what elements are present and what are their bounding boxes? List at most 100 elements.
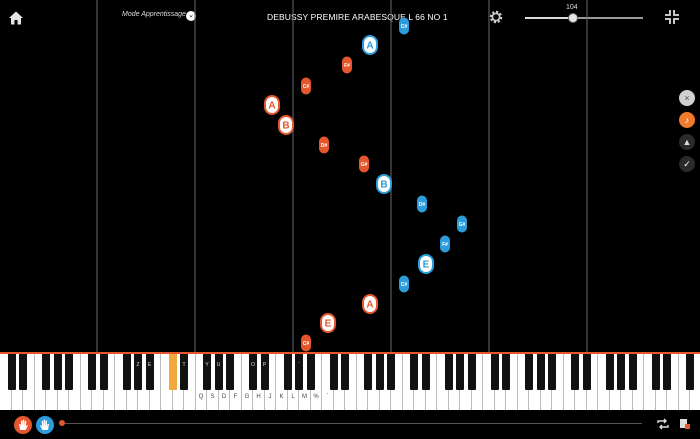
white-key[interactable] bbox=[23, 354, 35, 410]
black-key[interactable] bbox=[122, 354, 131, 390]
black-key[interactable] bbox=[628, 354, 637, 390]
falling-note: G# bbox=[359, 155, 369, 173]
white-key-shortcut-label: ` bbox=[326, 394, 329, 400]
black-key[interactable] bbox=[582, 354, 591, 390]
music-note-icon[interactable]: ♪ bbox=[679, 112, 695, 128]
black-key[interactable] bbox=[410, 354, 418, 390]
black-key[interactable] bbox=[19, 354, 27, 390]
loop-icon[interactable] bbox=[656, 417, 670, 431]
black-key[interactable] bbox=[329, 354, 338, 390]
white-key[interactable] bbox=[184, 354, 196, 410]
white-key[interactable] bbox=[506, 354, 518, 410]
black-key[interactable] bbox=[7, 354, 16, 390]
black-key[interactable] bbox=[444, 354, 453, 390]
white-key[interactable] bbox=[149, 354, 161, 410]
black-key[interactable] bbox=[295, 354, 303, 390]
gear-icon[interactable] bbox=[488, 9, 504, 25]
falling-note-label: G# bbox=[459, 222, 466, 228]
white-key[interactable] bbox=[552, 354, 564, 410]
falling-note: C# bbox=[399, 275, 409, 293]
song-title: DEBUSSY PREMIRE ARABESQUE L 66 NO 1 bbox=[267, 12, 448, 22]
black-key[interactable] bbox=[456, 354, 464, 390]
black-key[interactable] bbox=[42, 354, 50, 390]
black-key[interactable] bbox=[490, 354, 499, 390]
white-key[interactable] bbox=[586, 354, 598, 410]
metronome-icon[interactable]: ▲ bbox=[679, 134, 695, 150]
black-key[interactable] bbox=[65, 354, 73, 390]
black-key-shortcut-label: P bbox=[262, 362, 267, 368]
falling-note-label: B bbox=[282, 121, 289, 132]
mode-selector-label[interactable]: Mode Apprentissage bbox=[122, 11, 186, 18]
tempo-slider[interactable] bbox=[525, 13, 643, 23]
record-icon[interactable] bbox=[678, 417, 692, 431]
white-key[interactable] bbox=[471, 354, 483, 410]
black-key-shortcut-label: U bbox=[216, 362, 221, 368]
black-key[interactable] bbox=[617, 354, 625, 390]
bottom-bar bbox=[0, 410, 700, 438]
tempo-slider-thumb[interactable] bbox=[568, 13, 579, 23]
white-key[interactable] bbox=[264, 354, 276, 410]
white-key[interactable] bbox=[230, 354, 242, 410]
black-key[interactable] bbox=[214, 354, 223, 390]
progress-handle[interactable] bbox=[59, 420, 65, 426]
black-key[interactable] bbox=[53, 354, 62, 390]
black-key[interactable] bbox=[168, 354, 177, 390]
black-key[interactable] bbox=[421, 354, 430, 390]
white-key[interactable] bbox=[391, 354, 403, 410]
right-hand-icon[interactable] bbox=[36, 416, 54, 434]
falling-note: B bbox=[376, 174, 392, 194]
piano-keyboard[interactable]: Z E T Y U O P ¨ Q S D F G H J K L M% ` bbox=[0, 352, 700, 410]
left-hand-icon[interactable] bbox=[14, 416, 32, 434]
falling-note-label: G# bbox=[361, 162, 368, 168]
black-key[interactable] bbox=[260, 354, 269, 390]
white-key-shortcut-label: H bbox=[256, 394, 261, 400]
white-key[interactable] bbox=[345, 354, 357, 410]
black-key[interactable] bbox=[467, 354, 476, 390]
black-key[interactable] bbox=[686, 354, 694, 390]
white-key[interactable] bbox=[632, 354, 644, 410]
white-key-shortcut-label: M bbox=[302, 394, 307, 400]
black-key[interactable] bbox=[134, 354, 142, 390]
white-key[interactable] bbox=[310, 354, 322, 410]
home-icon[interactable] bbox=[7, 9, 25, 27]
black-key[interactable] bbox=[226, 354, 234, 390]
black-key-shortcut-label: O bbox=[251, 362, 255, 368]
black-key[interactable] bbox=[306, 354, 315, 390]
black-key[interactable] bbox=[536, 354, 545, 390]
white-key[interactable] bbox=[425, 354, 437, 410]
black-key-shortcut-label: Y bbox=[205, 362, 209, 368]
black-key[interactable] bbox=[548, 354, 556, 390]
falling-note-label: C# bbox=[303, 341, 310, 347]
falling-note: A bbox=[362, 35, 378, 55]
black-key[interactable] bbox=[88, 354, 96, 390]
white-key[interactable] bbox=[69, 354, 81, 410]
falling-note: C# bbox=[301, 334, 311, 352]
close-icon[interactable]: × bbox=[679, 90, 695, 106]
falling-note-label: F# bbox=[442, 242, 448, 248]
white-key[interactable] bbox=[690, 354, 700, 410]
black-key[interactable] bbox=[249, 354, 257, 390]
black-key[interactable] bbox=[99, 354, 108, 390]
song-progress-bar[interactable] bbox=[59, 420, 642, 426]
black-key[interactable] bbox=[283, 354, 292, 390]
check-icon[interactable]: ✓ bbox=[679, 156, 695, 172]
black-key[interactable] bbox=[364, 354, 372, 390]
black-key[interactable] bbox=[663, 354, 671, 390]
falling-note: E bbox=[418, 254, 434, 274]
white-key-shortcut-label: D bbox=[221, 394, 227, 400]
black-key[interactable] bbox=[571, 354, 579, 390]
black-key[interactable] bbox=[502, 354, 510, 390]
black-key[interactable] bbox=[387, 354, 395, 390]
black-key[interactable] bbox=[605, 354, 614, 390]
white-key[interactable] bbox=[667, 354, 679, 410]
black-key[interactable] bbox=[180, 354, 188, 390]
black-key[interactable] bbox=[203, 354, 211, 390]
white-key[interactable] bbox=[103, 354, 115, 410]
black-key[interactable] bbox=[341, 354, 349, 390]
chevron-down-icon[interactable]: ⌄ bbox=[186, 11, 196, 21]
black-key[interactable] bbox=[145, 354, 154, 390]
black-key[interactable] bbox=[375, 354, 384, 390]
collapse-icon[interactable] bbox=[664, 9, 680, 25]
black-key[interactable] bbox=[651, 354, 660, 390]
black-key[interactable] bbox=[525, 354, 533, 390]
